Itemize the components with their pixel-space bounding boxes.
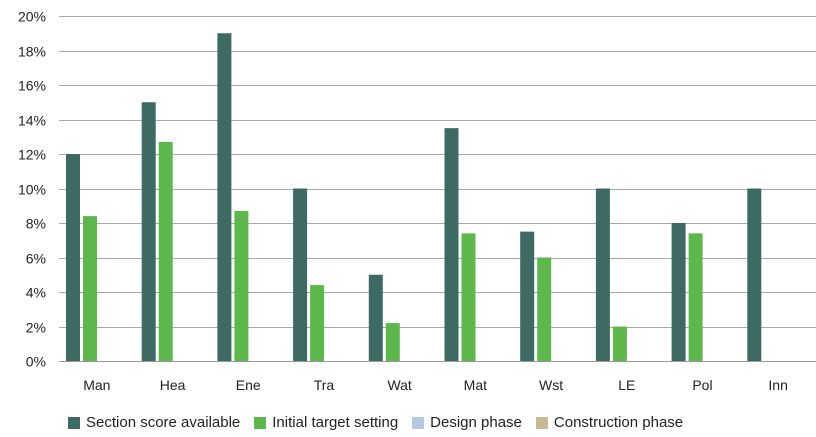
bar-1-tra <box>293 188 308 361</box>
bar-1-le <box>595 188 610 361</box>
legend-label: Initial target setting <box>272 414 399 431</box>
legend-item: Construction phase <box>535 414 684 431</box>
bar-2-wat <box>385 323 400 361</box>
bar-1-hea <box>141 102 156 361</box>
x-tick-label: Hea <box>160 377 186 393</box>
bar-1-ene <box>217 33 232 361</box>
x-tick-label: LE <box>618 377 635 393</box>
x-tick-label: Wat <box>387 377 411 393</box>
bar-2-pol <box>688 233 703 361</box>
legend-swatch <box>412 416 425 429</box>
legend: Section score available Initial target se… <box>68 414 683 431</box>
y-tick-label: 6% <box>26 251 46 267</box>
bars <box>66 33 762 361</box>
y-tick-label: 18% <box>18 44 46 60</box>
x-axis-tick-labels: Man Hea Ene Tra Wat Mat Wst LE Pol Inn <box>83 377 788 393</box>
bar-2-hea <box>158 141 173 361</box>
y-tick-label: 0% <box>26 354 46 370</box>
y-tick-label: 4% <box>26 285 46 301</box>
y-axis-tick-labels: 0% 2% 4% 6% 8% 10% 12% 14% 16% 18% 20% <box>18 9 46 370</box>
x-tick-label: Tra <box>314 377 335 393</box>
y-tick-label: 20% <box>18 9 46 25</box>
bar-2-tra <box>310 285 325 361</box>
x-tick-label: Ene <box>236 377 261 393</box>
bar-1-wat <box>368 274 383 361</box>
y-tick-label: 16% <box>18 78 46 94</box>
y-tick-label: 12% <box>18 147 46 163</box>
gridlines <box>59 16 816 362</box>
legend-label: Section score available <box>86 414 241 431</box>
y-tick-label: 14% <box>18 113 46 129</box>
legend-item: Design phase <box>412 414 522 431</box>
legend-swatch <box>535 416 548 429</box>
bar-2-mat <box>461 233 476 361</box>
legend-swatch <box>68 416 80 429</box>
x-tick-label: Wst <box>539 377 563 393</box>
y-tick-label: 2% <box>26 320 46 336</box>
legend-item: Initial target setting <box>254 414 398 431</box>
bar-1-wst <box>520 231 535 361</box>
y-tick-label: 8% <box>26 216 46 232</box>
bar-2-le <box>612 326 627 361</box>
bar-1-inn <box>747 188 762 361</box>
bar-2-ene <box>234 210 249 361</box>
x-tick-label: Pol <box>692 377 712 393</box>
x-tick-label: Man <box>83 377 110 393</box>
legend-label: Construction phase <box>553 414 684 431</box>
legend-label: Design phase <box>430 414 522 431</box>
x-tick-label: Inn <box>768 377 787 393</box>
bar-1-man <box>66 154 80 361</box>
legend-swatch <box>254 416 267 429</box>
legend-item: Section score available <box>68 414 240 431</box>
bar-2-man <box>83 216 97 361</box>
y-tick-label: 10% <box>18 182 46 198</box>
bar-1-mat <box>444 128 459 361</box>
bar-1-pol <box>671 223 686 361</box>
bar-2-wst <box>537 257 552 361</box>
x-tick-label: Mat <box>464 377 487 393</box>
